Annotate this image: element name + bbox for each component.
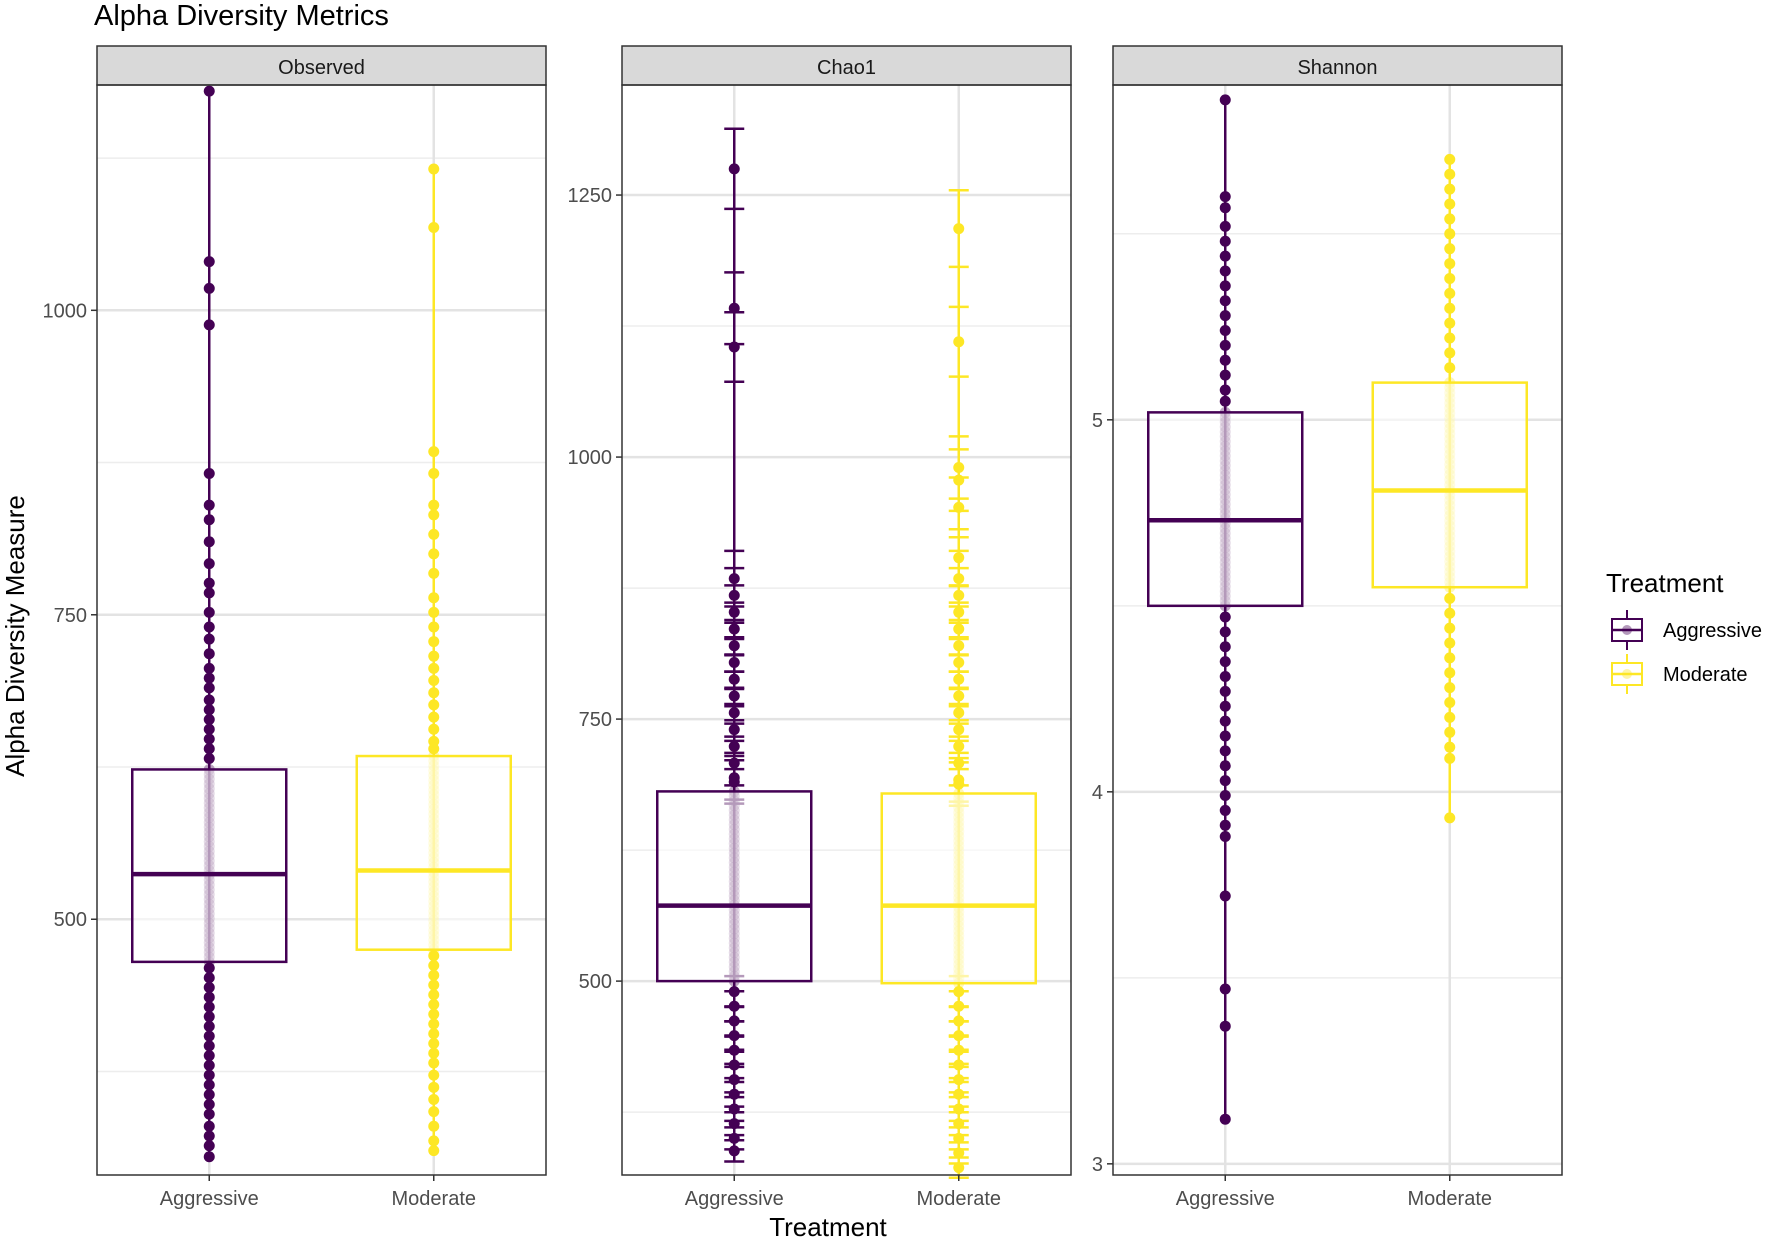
y-tick-label: 1000 xyxy=(43,300,88,322)
legend-label-aggressive: Aggressive xyxy=(1663,620,1762,642)
panel-border xyxy=(1112,84,1563,1176)
group-aggressive xyxy=(131,85,288,1163)
group-aggressive xyxy=(1147,94,1304,1125)
box-iqr xyxy=(1371,381,1528,589)
facet-label: Chao1 xyxy=(817,57,876,79)
y-tick-label: 500 xyxy=(54,909,87,931)
panel-chao1: Chao1 500 750 1000 1250 Aggressive Moderate xyxy=(568,45,1072,1210)
group-moderate xyxy=(1371,153,1528,824)
y-tick-label: 500 xyxy=(579,971,612,993)
chart-title: Alpha Diversity Metrics xyxy=(94,0,389,32)
panel-observed: Observed 500 750 1000 Aggressive Moderate xyxy=(43,45,547,1210)
facet-strip-chao1 xyxy=(621,45,1072,86)
legend-key-aggressive xyxy=(1611,610,1643,650)
panel-border xyxy=(621,84,1072,1176)
legend-keys xyxy=(1611,610,1643,694)
group-aggressive xyxy=(656,127,813,1163)
panel-border xyxy=(96,84,547,1176)
facet-label: Shannon xyxy=(1297,57,1377,79)
x-tick-label: Moderate xyxy=(1408,1188,1493,1210)
x-tick-label: Aggressive xyxy=(685,1188,784,1210)
group-moderate xyxy=(355,163,512,1157)
x-tick-label: Moderate xyxy=(392,1188,477,1210)
y-tick-label: 3 xyxy=(1092,1154,1103,1176)
facet-strip-observed xyxy=(96,45,547,86)
legend: Treatment Aggressive Moderate xyxy=(1606,568,1762,694)
legend-key-point xyxy=(1622,625,1632,635)
box-iqr xyxy=(656,790,813,983)
facet-label: Observed xyxy=(278,57,365,79)
y-tick-label: 4 xyxy=(1092,782,1103,804)
y-tick-label: 1000 xyxy=(568,447,613,469)
x-tick-label: Moderate xyxy=(917,1188,1002,1210)
box-iqr xyxy=(880,792,1037,985)
y-tick-label: 750 xyxy=(579,709,612,731)
y-axis-title: Alpha Diversity Measure xyxy=(0,495,30,777)
x-axis-title: Treatment xyxy=(769,1212,887,1237)
box-iqr xyxy=(1147,411,1304,608)
y-tick-label: 5 xyxy=(1092,410,1103,432)
legend-title: Treatment xyxy=(1606,568,1724,598)
x-tick-label: Aggressive xyxy=(160,1188,259,1210)
x-tick-label: Aggressive xyxy=(1176,1188,1275,1210)
panel-shannon: Shannon 3 4 5 Aggressive Moderate xyxy=(1092,45,1563,1210)
legend-key-point xyxy=(1622,669,1632,679)
y-tick-label: 1250 xyxy=(568,185,613,207)
box-iqr xyxy=(131,768,288,964)
legend-label-moderate: Moderate xyxy=(1663,664,1748,686)
box-iqr xyxy=(355,754,512,951)
group-moderate xyxy=(880,189,1037,1180)
legend-key-moderate xyxy=(1611,654,1643,694)
y-tick-label: 750 xyxy=(54,605,87,627)
